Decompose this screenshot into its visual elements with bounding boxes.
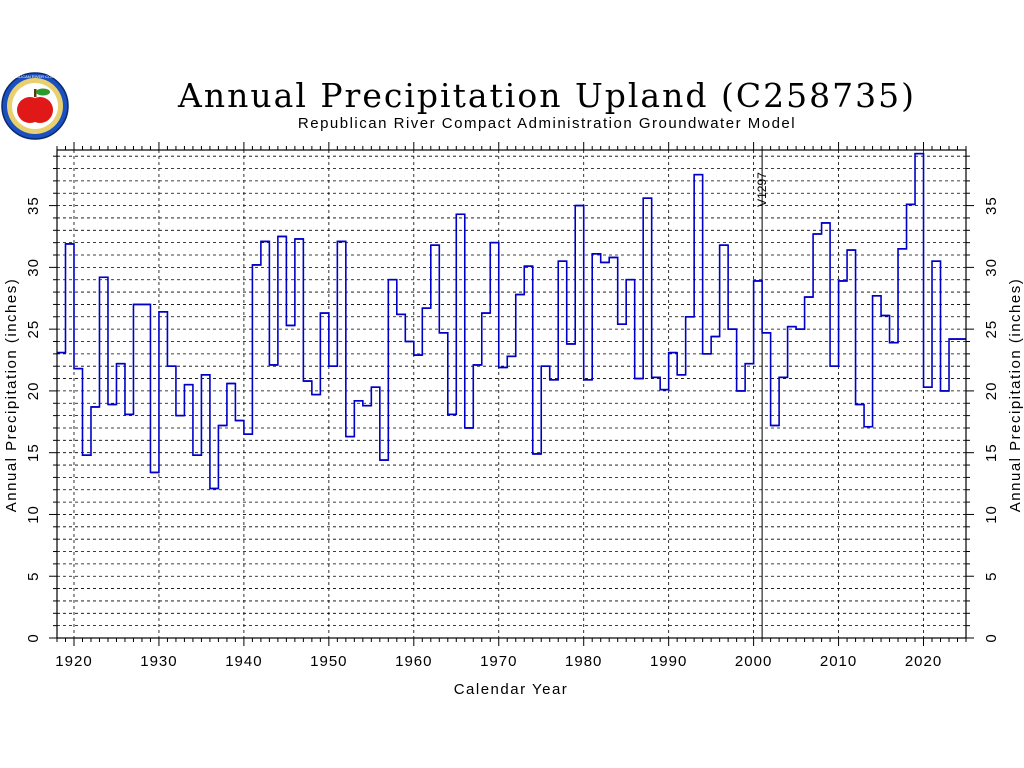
y-tick-label-right: 0 <box>983 633 1000 642</box>
x-tick-label: 1960 <box>395 653 432 670</box>
y-tick-label-right: 15 <box>983 443 1000 462</box>
x-tick-label: 2020 <box>905 653 942 670</box>
x-tick-label: 1930 <box>140 653 177 670</box>
x-tick-label: 1980 <box>565 653 602 670</box>
x-tick-label: 2010 <box>820 653 857 670</box>
chart-title: Annual Precipitation Upland (C258735) <box>177 76 916 115</box>
y-tick-label-left: 15 <box>25 443 42 462</box>
marker-label: V1297 <box>755 172 769 207</box>
x-tick-label: 2000 <box>735 653 772 670</box>
x-tick-label: 1970 <box>480 653 517 670</box>
grid-layer <box>57 150 966 638</box>
y-tick-label-left: 30 <box>25 258 42 277</box>
x-tick-label: 1920 <box>55 653 92 670</box>
y-tick-label-right: 25 <box>983 320 1000 339</box>
tick-layer: 1920 1930 1940 1950 1960 1970 1980 1990 2000 2010… <box>25 142 1000 670</box>
x-axis-label: Calendar Year <box>454 681 569 698</box>
y-tick-label-left: 0 <box>25 633 42 642</box>
chart-subtitle: Republican River Compact Administration … <box>298 115 796 132</box>
apple-icon <box>17 88 53 123</box>
logo-ring-text: REPUBLICAN RIVER COMPACT <box>5 74 65 79</box>
y-tick-label-left: 20 <box>25 382 42 401</box>
y-axis-label-right: Annual Precipitation (inches) <box>1007 278 1024 512</box>
series-layer <box>57 152 966 490</box>
x-tick-label: 1990 <box>650 653 687 670</box>
logo-seal: REPUBLICAN RIVER COMPACT <box>1 72 69 140</box>
y-tick-label-right: 20 <box>983 382 1000 401</box>
x-tick-label: 1940 <box>225 653 262 670</box>
precipitation-step-line <box>57 152 966 490</box>
y-tick-label-right: 30 <box>983 258 1000 277</box>
y-tick-label-left: 25 <box>25 320 42 339</box>
plot-border <box>56 149 967 639</box>
y-tick-label-right: 5 <box>983 572 1000 581</box>
x-tick-label: 1950 <box>310 653 347 670</box>
y-tick-label-left: 10 <box>25 505 42 524</box>
y-axis-label-left: Annual Precipitation (inches) <box>3 278 20 512</box>
y-tick-label-left: 35 <box>25 196 42 215</box>
y-tick-label-left: 5 <box>25 572 42 581</box>
plot-frame <box>56 149 967 639</box>
y-tick-label-right: 35 <box>983 196 1000 215</box>
y-tick-label-right: 10 <box>983 505 1000 524</box>
